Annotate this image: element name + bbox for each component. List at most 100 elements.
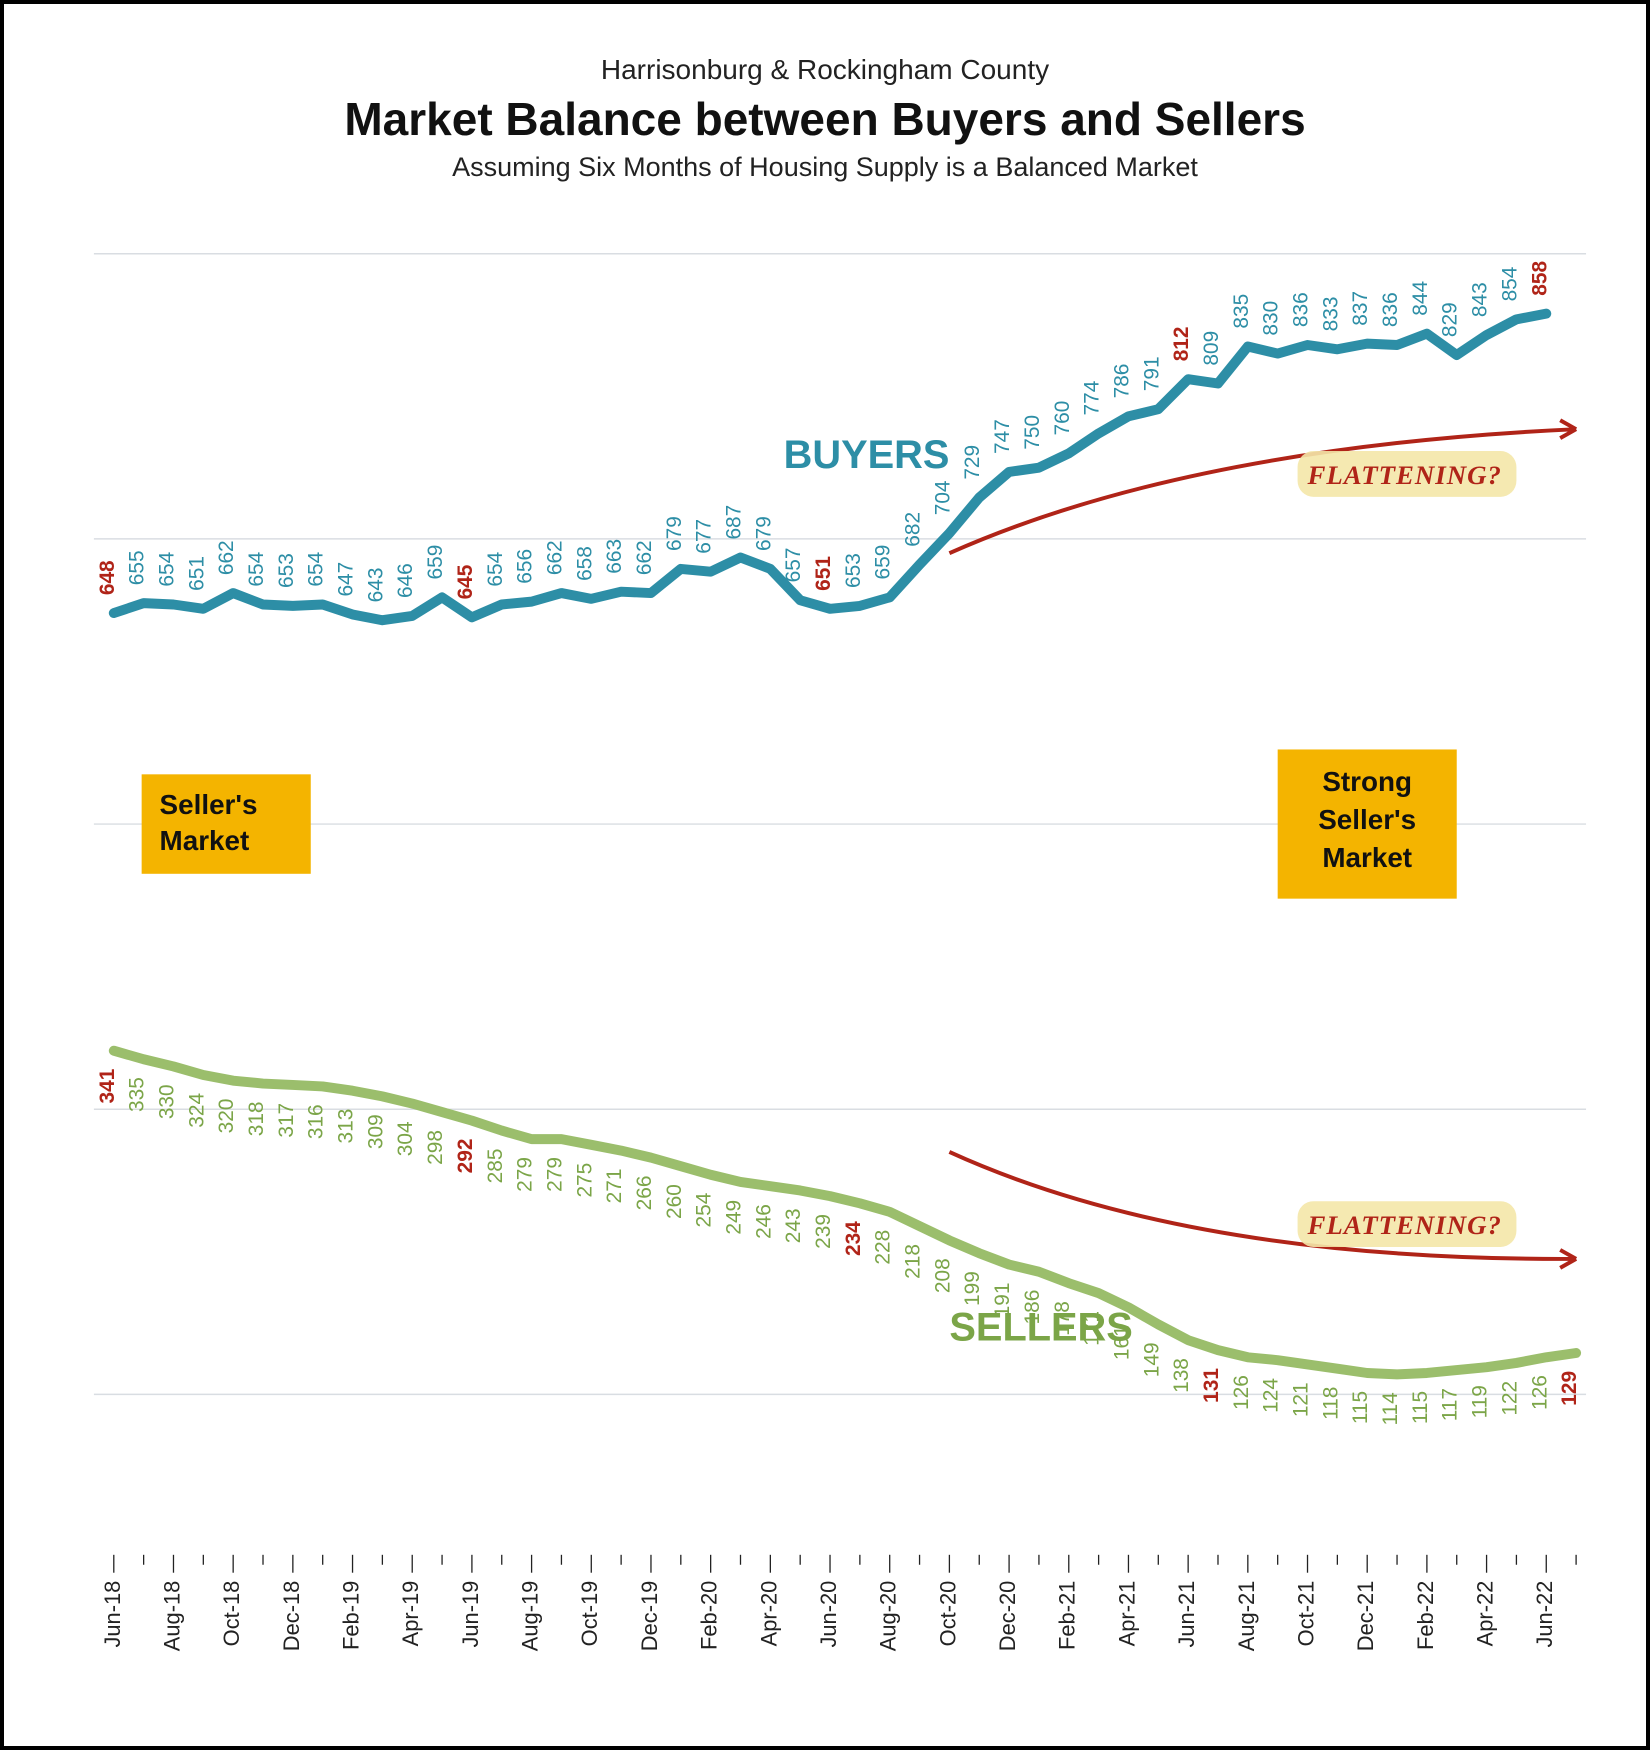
buyer-value: 679 (663, 516, 686, 551)
seller-value: 191 (991, 1282, 1014, 1317)
buyers-series-label: BUYERS (784, 433, 950, 477)
seller-value: 260 (663, 1184, 686, 1219)
x-axis-label: Aug-18 (159, 1581, 184, 1652)
buyer-value: 651 (185, 556, 208, 591)
buyer-value: 647 (335, 562, 358, 597)
seller-value: 161 (1110, 1325, 1133, 1360)
buyer-value: 656 (514, 549, 537, 584)
seller-value: 318 (245, 1101, 268, 1136)
buyer-value: 655 (126, 550, 149, 585)
seller-value: 199 (961, 1271, 984, 1306)
badge-text: Seller's (160, 789, 258, 820)
title-block: Harrisonburg & Rockingham County Market … (44, 54, 1606, 183)
x-axis-label: Jun-21 (1174, 1581, 1199, 1648)
seller-value: 266 (633, 1176, 656, 1211)
x-axis-label: Dec-20 (995, 1581, 1020, 1652)
seller-value: 124 (1260, 1378, 1283, 1413)
seller-value: 239 (812, 1214, 835, 1249)
buyer-value: 830 (1260, 301, 1283, 336)
seller-value: 186 (1021, 1290, 1044, 1325)
seller-value: 234 (842, 1221, 865, 1256)
x-axis-label: Jun-19 (458, 1581, 483, 1648)
x-axis-label: Jun-20 (816, 1581, 841, 1648)
buyer-value: 662 (633, 540, 656, 575)
x-axis-label: Aug-20 (876, 1581, 901, 1652)
seller-value: 275 (573, 1163, 596, 1198)
seller-value: 208 (931, 1258, 954, 1293)
buyer-value: 704 (931, 480, 954, 515)
buyer-value: 658 (573, 546, 596, 581)
buyer-value: 729 (961, 445, 984, 480)
x-axis-label: Aug-21 (1234, 1581, 1259, 1652)
subtitle: Assuming Six Months of Housing Supply is… (44, 152, 1606, 183)
chart-area: Seller'sMarketStrongSeller'sMarketBUYERS… (74, 214, 1596, 1706)
buyer-value: 837 (1349, 291, 1372, 326)
x-axis-label: Dec-18 (279, 1581, 304, 1652)
buyer-value: 654 (245, 552, 268, 587)
seller-value: 317 (275, 1103, 298, 1138)
buyer-value: 651 (812, 556, 835, 591)
buyer-value: 654 (484, 552, 507, 587)
buyer-value: 858 (1528, 261, 1551, 296)
seller-value: 249 (722, 1200, 745, 1235)
seller-value: 131 (1200, 1368, 1223, 1403)
chart-page: Harrisonburg & Rockingham County Market … (0, 0, 1650, 1750)
x-axis-label: Oct-21 (1293, 1581, 1318, 1647)
seller-value: 115 (1349, 1391, 1372, 1424)
buyer-value: 836 (1290, 292, 1313, 327)
seller-value: 254 (693, 1193, 716, 1228)
seller-value: 178 (1051, 1301, 1074, 1336)
seller-value: 138 (1170, 1358, 1193, 1393)
line-chart: Seller'sMarketStrongSeller'sMarketBUYERS… (74, 214, 1596, 1706)
buyer-value: 682 (902, 512, 925, 547)
supertitle: Harrisonburg & Rockingham County (44, 54, 1606, 86)
buyer-value: 663 (603, 539, 626, 574)
x-axis-label: Oct-18 (219, 1581, 244, 1647)
seller-value: 171 (1081, 1311, 1104, 1346)
buyer-value: 791 (1140, 356, 1163, 391)
seller-value: 320 (215, 1099, 238, 1134)
seller-value: 285 (484, 1148, 507, 1183)
seller-value: 218 (902, 1244, 925, 1279)
x-axis-label: Oct-20 (935, 1581, 960, 1647)
x-axis-label: Feb-22 (1413, 1581, 1438, 1650)
buyer-value: 687 (722, 505, 745, 540)
buyer-value: 774 (1081, 381, 1104, 416)
main-title: Market Balance between Buyers and Seller… (44, 92, 1606, 146)
buyer-value: 679 (752, 516, 775, 551)
x-axis-label: Apr-21 (1114, 1581, 1139, 1647)
x-axis-label: Apr-20 (756, 1581, 781, 1647)
buyer-value: 677 (693, 519, 716, 554)
seller-value: 149 (1140, 1342, 1163, 1377)
flattening-label-upper: FLATTENING? (1307, 460, 1502, 490)
x-axis-label: Jun-18 (100, 1581, 125, 1648)
seller-value: 121 (1290, 1382, 1313, 1417)
seller-value: 330 (155, 1084, 178, 1119)
seller-value: 279 (543, 1157, 566, 1192)
x-axis-label: Feb-20 (697, 1581, 722, 1650)
buyer-value: 659 (872, 545, 895, 580)
seller-value: 316 (305, 1104, 328, 1139)
buyer-value: 645 (454, 564, 477, 599)
buyer-value: 659 (424, 545, 447, 580)
buyer-value: 760 (1051, 401, 1074, 436)
seller-value: 298 (424, 1130, 447, 1165)
buyer-value: 750 (1021, 415, 1044, 450)
x-axis-label: Dec-21 (1353, 1581, 1378, 1652)
buyer-value: 835 (1230, 294, 1253, 329)
seller-value: 341 (96, 1068, 119, 1103)
badge-text: Strong (1322, 766, 1412, 797)
x-axis-label: Oct-19 (577, 1581, 602, 1647)
buyer-value: 786 (1110, 364, 1133, 399)
seller-value: 309 (364, 1114, 387, 1149)
x-axis-label: Apr-22 (1473, 1581, 1498, 1647)
buyer-value: 662 (543, 540, 566, 575)
buyer-value: 812 (1170, 326, 1193, 361)
seller-value: 271 (603, 1168, 626, 1203)
buyer-value: 646 (394, 563, 417, 598)
seller-value: 304 (394, 1121, 417, 1156)
seller-value: 246 (752, 1204, 775, 1239)
buyer-value: 653 (842, 553, 865, 588)
x-axis-label: Jun-22 (1532, 1581, 1557, 1648)
seller-value: 292 (454, 1139, 477, 1174)
